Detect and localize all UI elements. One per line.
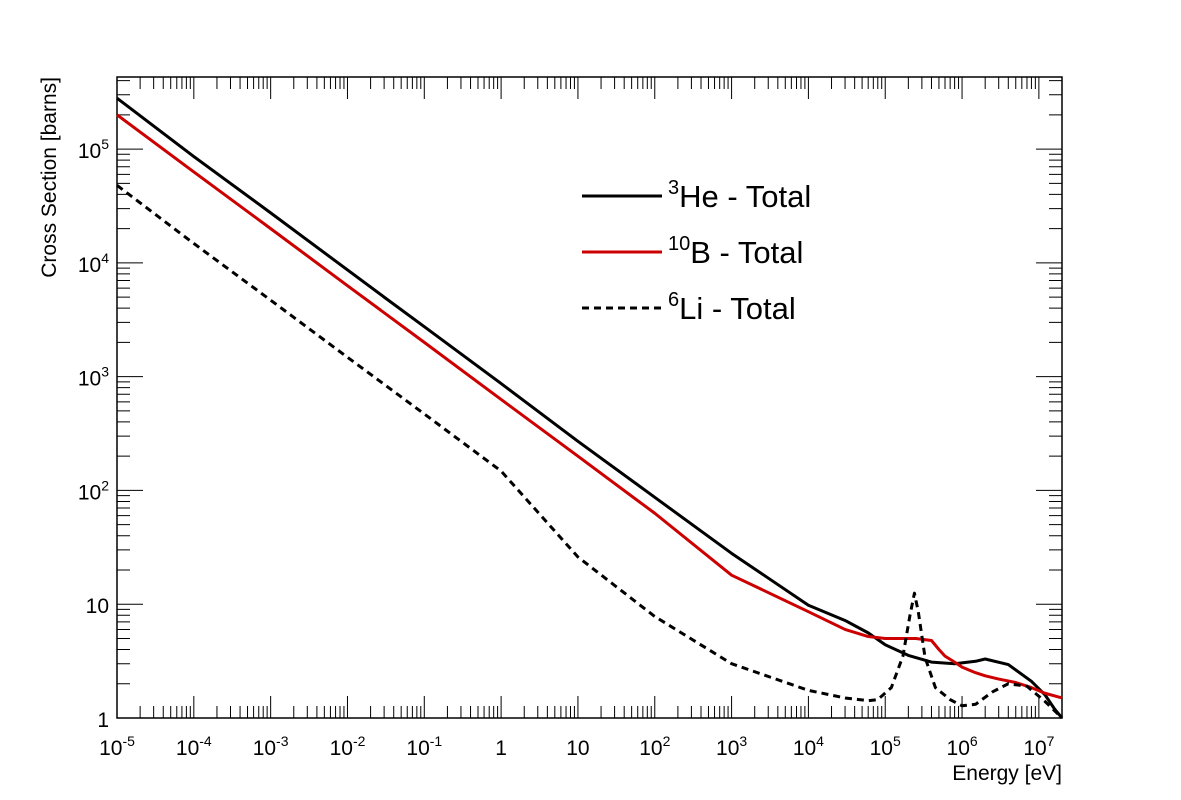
x-tick-label: 104 <box>793 733 824 760</box>
legend: 3He - Total 10B - Total 6Li - Total <box>582 177 811 326</box>
x-tick-label: 103 <box>716 733 747 760</box>
x-tick-label: 1 <box>495 737 507 760</box>
x-tick-label: 102 <box>639 733 670 760</box>
series-lines <box>116 97 1064 720</box>
x-tick-label: 10 <box>566 737 589 760</box>
legend-label-li6: 6Li - Total <box>668 289 796 326</box>
y-tick-label: 10 <box>86 595 109 618</box>
y-tick-label: 103 <box>78 364 109 391</box>
tick-marks <box>116 77 1063 719</box>
axis-tick-labels: 10-5 10-4 10-3 10-2 10-1 1 10 102 103 104 105 106 10… <box>78 136 1055 760</box>
legend-label-b10: 10B - Total <box>668 233 803 270</box>
x-tick-label: 105 <box>870 733 901 760</box>
legend-label-he3: 3He - Total <box>668 177 811 214</box>
series-line-he3 <box>116 97 1064 719</box>
series-line-li6 <box>116 184 1064 720</box>
x-tick-label: 10-3 <box>253 733 289 760</box>
x-tick-label: 10-1 <box>406 733 442 760</box>
x-tick-label: 107 <box>1023 733 1054 760</box>
x-tick-label: 10-2 <box>330 733 366 760</box>
y-tick-label: 105 <box>78 136 109 163</box>
plot-frame <box>116 76 1063 719</box>
y-tick-label: 104 <box>78 250 109 277</box>
x-tick-label: 106 <box>947 733 978 760</box>
x-tick-label: 10-5 <box>99 733 135 760</box>
x-tick-label: 10-4 <box>176 733 212 760</box>
y-tick-label: 1 <box>97 709 109 732</box>
y-axis-title: Cross Section [barns] <box>38 77 61 278</box>
x-axis-title: Energy [eV] <box>952 762 1062 785</box>
series-line-b10 <box>116 113 1063 700</box>
y-tick-label: 102 <box>78 477 109 504</box>
axis-ticks <box>116 77 1063 719</box>
